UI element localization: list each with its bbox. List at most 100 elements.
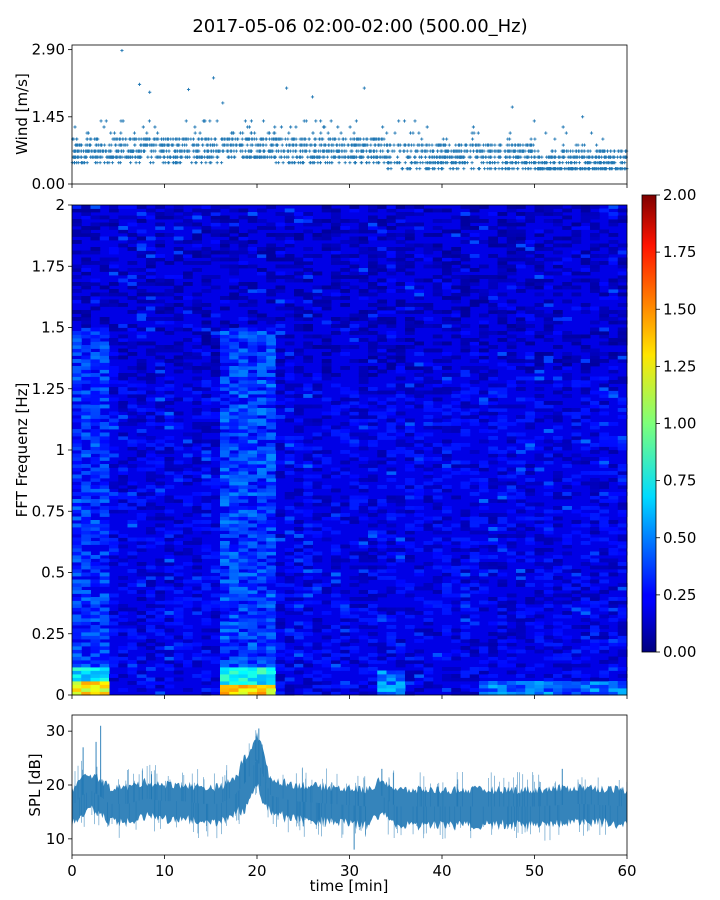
spectrogram-cell <box>99 404 110 409</box>
spectrogram-cell <box>173 222 184 227</box>
spectrogram-cell <box>358 331 369 335</box>
spectrogram-cell <box>220 520 230 524</box>
spectrogram-cell <box>229 579 239 584</box>
spectrogram-cell <box>312 233 323 237</box>
spectrogram-cell <box>136 289 147 293</box>
spectrogram-cell <box>229 415 239 419</box>
spectrogram-cell <box>405 282 415 286</box>
spectrogram-cell <box>331 506 341 510</box>
spectrogram-cell <box>358 506 369 510</box>
spectrogram-cell <box>229 674 239 678</box>
spectrogram-cell <box>294 306 304 311</box>
spectrogram-cell <box>72 467 82 472</box>
spectrogram-cell <box>395 649 406 654</box>
spectrogram-cell <box>136 541 147 545</box>
spectrogram-cell <box>146 380 156 384</box>
spectrogram-cell <box>155 317 165 321</box>
spectrogram-cell <box>405 425 415 430</box>
spectrogram-cell <box>164 611 175 615</box>
spectrogram-cell <box>164 499 175 503</box>
spectrogram-cell <box>220 306 230 311</box>
spectrogram-cell <box>340 390 350 395</box>
spectrogram-cell <box>118 408 128 412</box>
spectrogram-cell <box>164 677 175 682</box>
spectrogram-cell <box>432 425 443 430</box>
wind-point <box>279 125 284 129</box>
spectrogram-cell <box>368 436 378 440</box>
spectrogram-cell <box>423 474 434 479</box>
spectrogram-cell <box>247 485 258 489</box>
spectrogram-cell <box>155 523 165 528</box>
spectrogram-cell <box>220 366 230 370</box>
spectrogram-cell <box>423 422 434 426</box>
spectrogram-cell <box>90 635 101 640</box>
spectrogram-cell <box>312 583 323 587</box>
spectrogram-cell <box>358 415 369 419</box>
spectrogram-cell <box>201 457 212 461</box>
spectrogram-cell <box>275 562 286 566</box>
spectrogram-cell <box>349 639 360 643</box>
spectrogram-cell <box>201 366 212 370</box>
spectrogram-cell <box>201 254 212 258</box>
wind-point <box>132 131 137 135</box>
spectrogram-cell <box>386 688 397 692</box>
spectrogram-cell <box>432 530 443 535</box>
spectrogram-cell <box>109 506 119 510</box>
wind-y-ticks: 0.001.452.90 <box>32 41 72 193</box>
wind-point <box>293 161 297 165</box>
spectrogram-cell <box>210 569 221 573</box>
spectrogram-cell <box>72 373 82 377</box>
spectrogram-cell <box>155 450 165 454</box>
spectrogram-cell <box>377 450 387 454</box>
spectrogram-cell <box>312 387 323 391</box>
spectrogram-cell <box>349 418 360 423</box>
spectrogram-cell <box>109 373 119 377</box>
spectrogram-cell <box>266 667 276 671</box>
wind-point <box>369 155 373 159</box>
spectrogram-cell <box>340 646 350 650</box>
spectrogram-cell <box>284 663 295 668</box>
wind-point <box>148 161 153 165</box>
wind-point <box>504 161 508 165</box>
spectrogram-cell <box>395 359 406 363</box>
spectrogram-cell <box>321 660 332 664</box>
spectrogram-cell <box>321 516 332 521</box>
spectrogram-cell <box>257 579 267 584</box>
spectrogram-cell <box>386 576 397 580</box>
spectrogram-cell <box>321 247 332 251</box>
spectrogram-cell <box>155 257 165 262</box>
spectrogram-cell <box>81 250 91 255</box>
spectrogram-cell <box>99 341 110 346</box>
spectrogram-cell <box>192 254 202 258</box>
spectrogram-cell <box>183 352 193 356</box>
spectrogram-cell <box>155 642 165 647</box>
wind-point <box>445 137 449 141</box>
spectrogram-cell <box>257 250 267 255</box>
spectrogram-cell <box>340 611 350 615</box>
spectrogram-cell <box>109 593 119 598</box>
spectrogram-cell <box>257 460 267 465</box>
spectrogram-cell <box>303 383 313 388</box>
spectrogram-cell <box>201 352 212 356</box>
spectrogram-cell <box>349 313 360 318</box>
spectrogram-cell <box>377 264 387 269</box>
spectrogram-cell <box>238 541 249 545</box>
spectrogram-cell <box>432 656 443 661</box>
spectrogram-cell <box>266 257 276 262</box>
wind-point <box>496 161 500 165</box>
spectrogram-cell <box>321 474 332 479</box>
spectrogram-cell <box>229 390 239 395</box>
spectrogram-cell <box>109 292 119 297</box>
spectrogram-cell <box>72 537 82 542</box>
spectrogram-cell <box>220 394 230 398</box>
wind-point <box>201 143 205 147</box>
spectrogram-cell <box>173 236 184 241</box>
wind-point <box>171 137 175 141</box>
spectrogram-cell <box>146 656 156 661</box>
spectrogram-cell <box>238 572 249 577</box>
spectrogram-cell <box>109 299 119 304</box>
spectrogram-cell <box>331 429 341 433</box>
spectrogram-cell <box>90 583 101 587</box>
spectrogram-cell <box>99 215 110 220</box>
spectrogram-cell <box>247 404 258 409</box>
